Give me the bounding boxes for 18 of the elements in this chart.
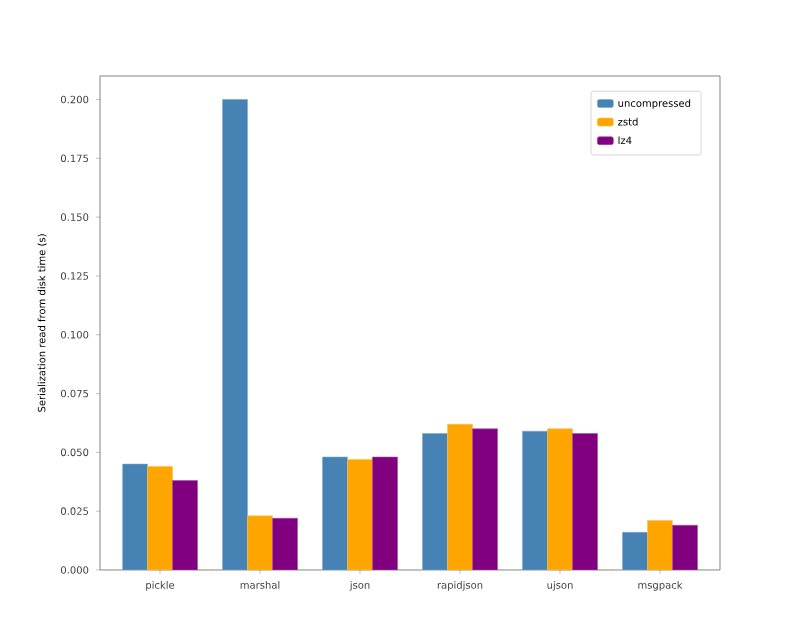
bar bbox=[647, 520, 673, 570]
bar bbox=[147, 466, 173, 570]
bar bbox=[122, 463, 148, 570]
bar bbox=[322, 456, 348, 570]
bar bbox=[347, 459, 373, 570]
bar bbox=[247, 515, 273, 570]
bar bbox=[472, 428, 498, 570]
bar bbox=[447, 423, 473, 570]
bar bbox=[172, 480, 198, 570]
bar bbox=[222, 99, 248, 570]
bar bbox=[272, 517, 298, 570]
bar bbox=[672, 524, 698, 570]
bar bbox=[522, 430, 548, 570]
bar bbox=[422, 433, 448, 570]
bar bbox=[622, 532, 648, 570]
bar bbox=[572, 433, 598, 570]
bar bbox=[547, 428, 573, 570]
bar bbox=[372, 456, 398, 570]
